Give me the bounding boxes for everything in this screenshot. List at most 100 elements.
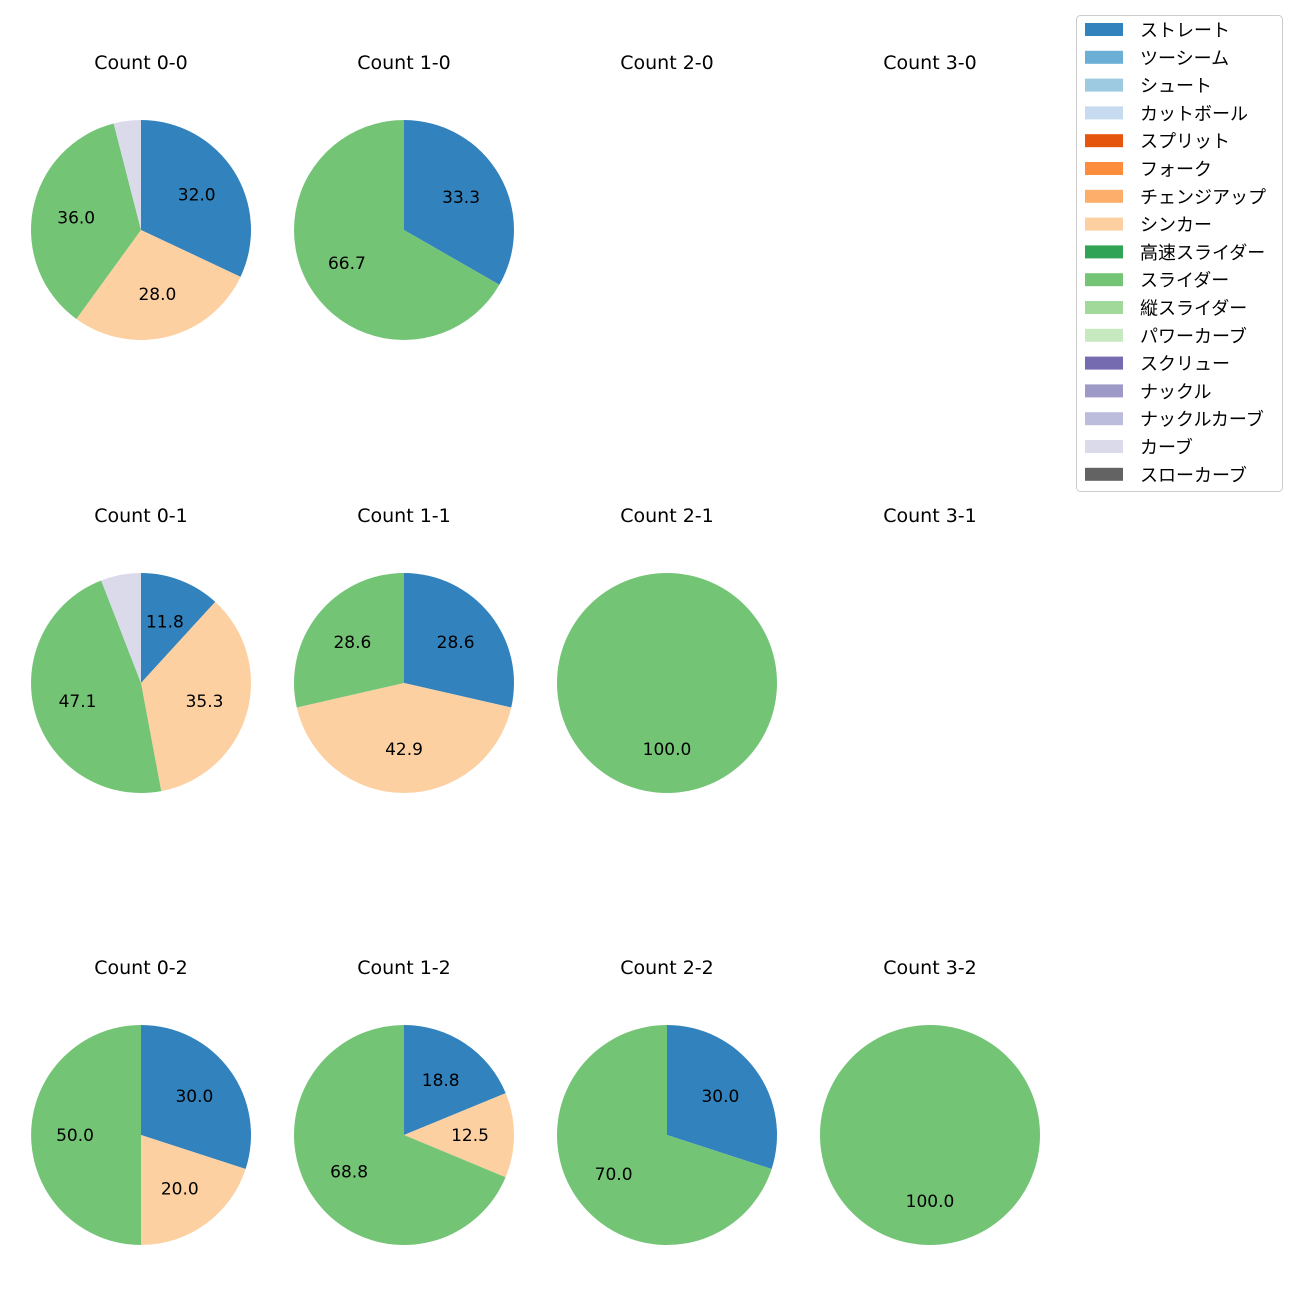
pie-data-label: 50.0	[56, 1126, 94, 1146]
pie-data-label: 30.0	[175, 1087, 213, 1107]
pie-slice-count-0-1-1	[141, 601, 252, 792]
pie-title: Count 3-2	[883, 957, 977, 979]
pie-slice-count-0-2-0	[141, 1025, 252, 1169]
legend-item: フォーク	[1085, 160, 1212, 181]
pie-data-label: 100.0	[906, 1192, 955, 1212]
pie-data-label: 30.0	[701, 1087, 739, 1107]
legend-item: 縦スライダー	[1085, 299, 1247, 320]
pie-data-label: 36.0	[57, 209, 95, 229]
legend-label: シュート	[1140, 76, 1212, 97]
legend-label: カットボール	[1140, 104, 1248, 125]
legend-swatch	[1085, 50, 1123, 64]
pie-slice-count-1-1-0	[404, 573, 514, 708]
pie-data-label: 32.0	[178, 186, 216, 206]
pie-slice-count-1-1-2	[294, 573, 404, 708]
legend-swatch	[1085, 412, 1123, 426]
legend-label: ストレート	[1140, 21, 1230, 42]
pie-data-label: 28.0	[138, 285, 176, 305]
legend-item: ストレート	[1085, 21, 1230, 42]
legend-swatch	[1085, 301, 1123, 314]
legend-swatch	[1085, 245, 1123, 259]
pie-data-label: 11.8	[146, 613, 184, 633]
pie-data-label: 42.9	[385, 740, 423, 760]
pie-data-label: 68.8	[330, 1163, 368, 1183]
legend-item: ツーシーム	[1085, 48, 1229, 69]
pie-title: Count 3-0	[883, 52, 977, 74]
legend-item: 高速スライダー	[1085, 243, 1265, 264]
legend-item: スクリュー	[1085, 354, 1230, 375]
legend-item: チェンジアップ	[1085, 187, 1266, 208]
pie-data-label: 70.0	[595, 1165, 633, 1185]
pie-count-0-2: Count 0-2 30.0 20.0 50.0	[31, 957, 252, 1245]
pie-count-0-0: Count 0-0 32.0 28.0 36.0	[31, 52, 252, 341]
legend-item: スプリット	[1085, 132, 1230, 153]
legend-label: スローカーブ	[1140, 464, 1247, 486]
pie-count-2-1: Count 2-1 100.0	[557, 505, 777, 793]
legend-item: スローカーブ	[1085, 464, 1247, 486]
pie-slice-count-0-0-2	[31, 123, 141, 319]
pie-title: Count 3-1	[883, 505, 977, 527]
pie-slice-count-0-1-3	[101, 573, 141, 683]
legend-label: ナックルカーブ	[1140, 409, 1264, 431]
legend-swatch	[1085, 384, 1123, 398]
pie-count-0-1: Count 0-1 11.8 35.3 47.1	[31, 505, 252, 793]
legend-swatch	[1085, 78, 1123, 92]
pie-count-2-2: Count 2-2 30.0 70.0	[557, 957, 778, 1246]
legend-item: ナックルカーブ	[1085, 409, 1264, 431]
pie-slice-count-1-1-1	[296, 683, 512, 793]
legend: ストレートツーシームシュートカットボールスプリットフォークチェンジアップシンカー…	[1076, 15, 1283, 492]
legend-label: フォーク	[1140, 160, 1212, 181]
legend-label: 高速スライダー	[1140, 243, 1265, 264]
legend-item: カットボール	[1085, 104, 1248, 125]
pie-count-3-0: Count 3-0	[883, 52, 977, 74]
pie-slice-count-0-2-2	[31, 1025, 141, 1245]
legend-swatch	[1085, 273, 1123, 287]
pie-slice-count-2-2-1	[557, 1025, 772, 1246]
pie-slice-count-1-2-0	[404, 1025, 506, 1135]
legend-item: パワーカーブ	[1085, 325, 1247, 347]
legend-swatch	[1085, 440, 1123, 453]
legend-swatch	[1085, 162, 1123, 175]
pie-count-2-0: Count 2-0	[620, 52, 714, 74]
pie-count-1-0: Count 1-0 33.3 66.7	[294, 52, 515, 340]
pie-count-3-1: Count 3-1	[883, 505, 977, 527]
legend-label: スクリュー	[1140, 354, 1230, 375]
pie-slice-count-2-1-0	[557, 573, 777, 793]
legend-swatch	[1085, 189, 1123, 203]
pie-slice-count-1-2-1	[404, 1093, 515, 1178]
legend-swatch	[1085, 356, 1123, 370]
pie-slice-count-0-0-0	[141, 120, 252, 277]
pie-data-label: 100.0	[643, 740, 692, 760]
pie-title: Count 0-1	[94, 505, 188, 527]
pie-title: Count 0-0	[94, 52, 188, 74]
pie-count-1-2: Count 1-2 18.8 12.5 68.8	[294, 957, 515, 1245]
pie-data-label: 35.3	[186, 692, 224, 712]
legend-label: 縦スライダー	[1140, 299, 1247, 320]
legend-label: スプリット	[1140, 132, 1230, 153]
pie-slice-count-2-2-0	[667, 1025, 778, 1169]
legend-label: カーブ	[1140, 437, 1193, 459]
pie-slice-count-0-0-3	[113, 120, 141, 230]
legend-swatch	[1085, 23, 1123, 36]
legend-item: シンカー	[1085, 215, 1212, 236]
pie-data-label: 18.8	[422, 1071, 460, 1091]
legend-label: パワーカーブ	[1140, 325, 1247, 347]
pie-title: Count 2-2	[620, 957, 714, 979]
pie-title: Count 0-2	[94, 957, 188, 979]
pie-slice-count-0-1-2	[31, 580, 162, 793]
pie-slice-count-1-0-0	[404, 120, 515, 285]
pie-title: Count 1-0	[357, 52, 451, 74]
pie-title: Count 1-2	[357, 957, 451, 979]
legend-label: チェンジアップ	[1140, 187, 1266, 208]
legend-swatch	[1085, 106, 1123, 120]
legend-swatch	[1085, 328, 1123, 342]
legend-label: スライダー	[1140, 271, 1229, 292]
pie-data-label: 20.0	[161, 1179, 199, 1199]
legend-swatch	[1085, 134, 1123, 148]
pie-data-label: 47.1	[59, 692, 97, 712]
pie-slice-count-0-1-0	[141, 573, 216, 683]
pie-data-label: 12.5	[451, 1126, 489, 1146]
legend-frame	[1076, 15, 1283, 492]
pie-data-label: 66.7	[328, 254, 366, 274]
